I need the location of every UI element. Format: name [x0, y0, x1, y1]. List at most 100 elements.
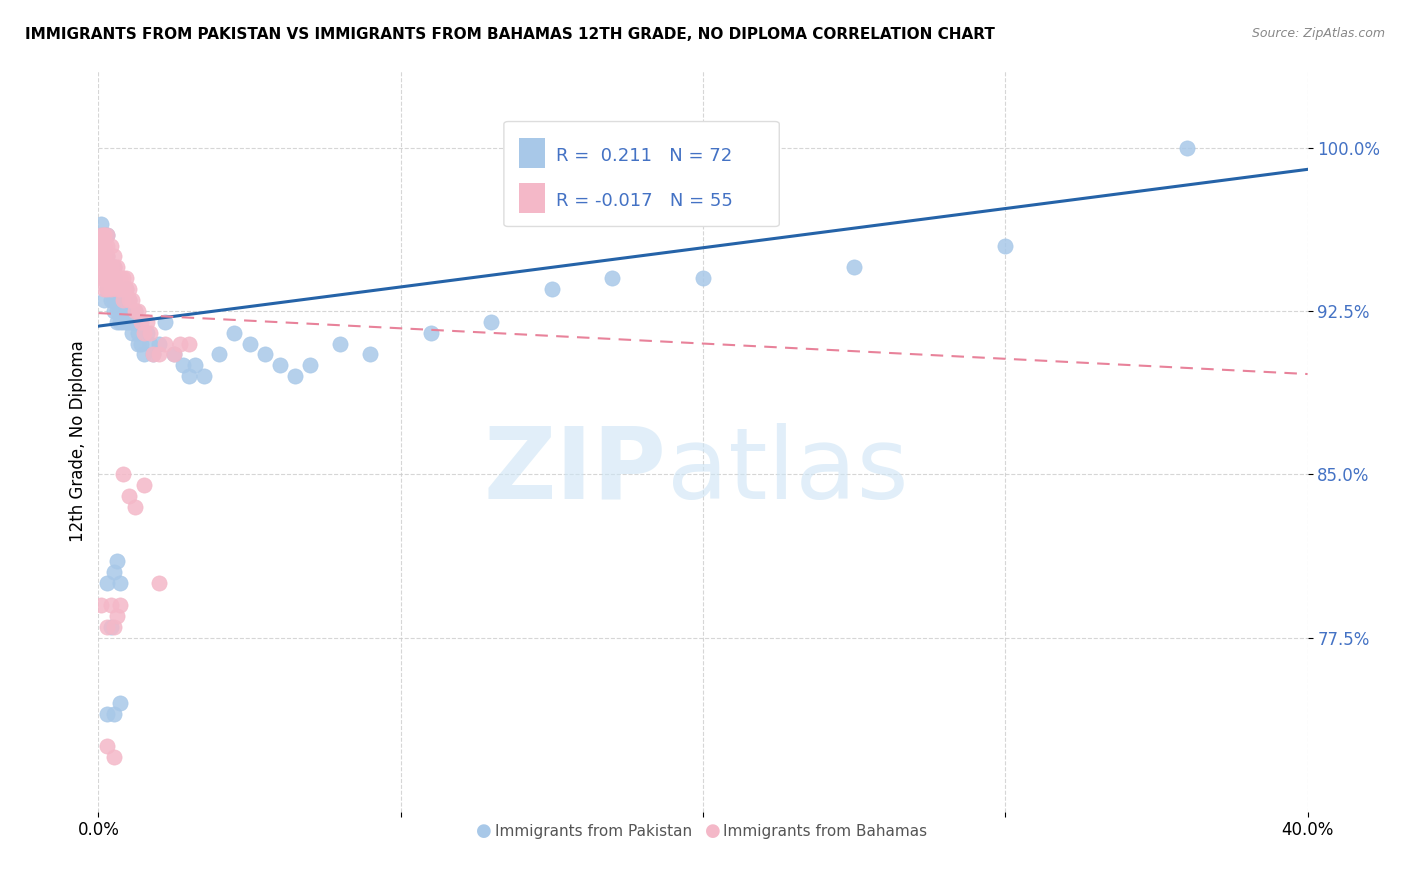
Point — [142, 347, 165, 361]
Point — [90, 217, 112, 231]
Point — [93, 282, 115, 296]
Point — [108, 282, 131, 296]
Point — [124, 304, 146, 318]
Point — [100, 598, 122, 612]
Point — [420, 326, 443, 340]
Point — [100, 619, 122, 633]
Point — [96, 260, 118, 275]
Point — [132, 326, 155, 340]
Point — [208, 347, 231, 361]
Point — [96, 227, 118, 242]
Point — [103, 293, 125, 307]
Point — [105, 282, 128, 296]
Point — [100, 282, 122, 296]
Point — [360, 347, 382, 361]
Point — [105, 304, 128, 318]
Point — [118, 304, 141, 318]
Text: IMMIGRANTS FROM PAKISTAN VS IMMIGRANTS FROM BAHAMAS 12TH GRADE, NO DIPLOMA CORRE: IMMIGRANTS FROM PAKISTAN VS IMMIGRANTS F… — [25, 27, 995, 42]
Point — [844, 260, 866, 275]
Point — [127, 336, 149, 351]
Point — [105, 260, 128, 275]
Point — [90, 227, 112, 242]
Point — [108, 315, 131, 329]
Point — [121, 293, 143, 307]
Point — [124, 315, 146, 329]
Point — [284, 369, 307, 384]
Point — [114, 282, 136, 296]
Point — [100, 282, 122, 296]
Point — [129, 315, 152, 329]
Point — [139, 336, 162, 351]
Point — [118, 293, 141, 307]
Point — [105, 271, 128, 285]
Point — [118, 282, 141, 296]
Text: ●: ● — [704, 822, 720, 840]
Point — [118, 293, 141, 307]
Point — [103, 750, 125, 764]
Point — [172, 359, 194, 373]
Point — [153, 336, 176, 351]
Point — [111, 304, 134, 318]
Point — [103, 250, 125, 264]
Point — [127, 326, 149, 340]
Point — [96, 739, 118, 754]
Point — [108, 598, 131, 612]
Point — [100, 293, 122, 307]
Point — [93, 250, 115, 264]
Point — [100, 260, 122, 275]
Point — [114, 293, 136, 307]
Point — [96, 282, 118, 296]
Point — [1175, 140, 1198, 154]
Point — [481, 315, 503, 329]
Point — [108, 293, 131, 307]
Point — [93, 260, 115, 275]
Point — [103, 260, 125, 275]
Point — [93, 271, 115, 285]
Point — [153, 315, 176, 329]
Point — [139, 326, 162, 340]
Point — [111, 282, 134, 296]
Text: R =  0.211   N = 72: R = 0.211 N = 72 — [557, 147, 733, 165]
Point — [148, 336, 170, 351]
Text: ZIP: ZIP — [484, 423, 666, 520]
Point — [184, 359, 207, 373]
Point — [100, 271, 122, 285]
Point — [103, 565, 125, 579]
Point — [96, 260, 118, 275]
Point — [148, 347, 170, 361]
Point — [96, 282, 118, 296]
Point — [108, 271, 131, 285]
Point — [118, 489, 141, 503]
Point — [96, 238, 118, 252]
Point — [96, 271, 118, 285]
Point — [93, 293, 115, 307]
Point — [90, 227, 112, 242]
Point — [93, 271, 115, 285]
Point — [127, 304, 149, 318]
Point — [90, 238, 112, 252]
Point — [142, 347, 165, 361]
Point — [100, 238, 122, 252]
Point — [111, 271, 134, 285]
Point — [96, 576, 118, 591]
Point — [111, 315, 134, 329]
Point — [96, 250, 118, 264]
Point — [124, 500, 146, 514]
Point — [114, 282, 136, 296]
Point — [121, 326, 143, 340]
Point — [108, 696, 131, 710]
Point — [108, 304, 131, 318]
Point — [93, 250, 115, 264]
Point — [96, 619, 118, 633]
Text: R = -0.017   N = 55: R = -0.017 N = 55 — [557, 192, 733, 210]
Point — [108, 576, 131, 591]
Point — [111, 293, 134, 307]
Point — [299, 359, 322, 373]
Point — [118, 315, 141, 329]
Text: Immigrants from Pakistan: Immigrants from Pakistan — [495, 824, 692, 838]
Point — [114, 315, 136, 329]
Point — [129, 336, 152, 351]
Point — [121, 315, 143, 329]
Text: atlas: atlas — [666, 423, 908, 520]
Point — [105, 554, 128, 568]
